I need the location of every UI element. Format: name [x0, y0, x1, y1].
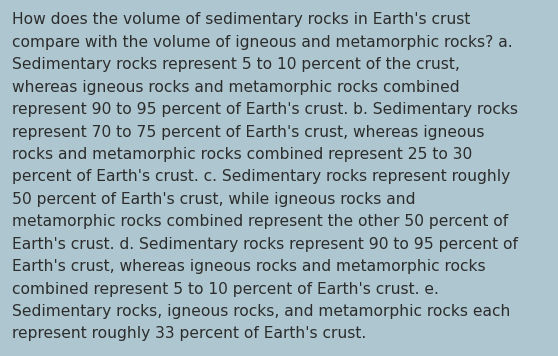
Text: represent 90 to 95 percent of Earth's crust. b. Sedimentary rocks: represent 90 to 95 percent of Earth's cr…: [12, 102, 518, 117]
Text: combined represent 5 to 10 percent of Earth's crust. e.: combined represent 5 to 10 percent of Ea…: [12, 282, 439, 297]
Text: metamorphic rocks combined represent the other 50 percent of: metamorphic rocks combined represent the…: [12, 214, 508, 229]
Text: Earth's crust, whereas igneous rocks and metamorphic rocks: Earth's crust, whereas igneous rocks and…: [12, 259, 486, 274]
Text: How does the volume of sedimentary rocks in Earth's crust: How does the volume of sedimentary rocks…: [12, 12, 470, 27]
Text: percent of Earth's crust. c. Sedimentary rocks represent roughly: percent of Earth's crust. c. Sedimentary…: [12, 169, 511, 184]
Text: Sedimentary rocks represent 5 to 10 percent of the crust,: Sedimentary rocks represent 5 to 10 perc…: [12, 57, 460, 72]
Text: compare with the volume of igneous and metamorphic rocks? a.: compare with the volume of igneous and m…: [12, 35, 513, 50]
Text: represent 70 to 75 percent of Earth's crust, whereas igneous: represent 70 to 75 percent of Earth's cr…: [12, 125, 485, 140]
Text: rocks and metamorphic rocks combined represent 25 to 30: rocks and metamorphic rocks combined rep…: [12, 147, 473, 162]
Text: Sedimentary rocks, igneous rocks, and metamorphic rocks each: Sedimentary rocks, igneous rocks, and me…: [12, 304, 511, 319]
Text: Earth's crust. d. Sedimentary rocks represent 90 to 95 percent of: Earth's crust. d. Sedimentary rocks repr…: [12, 237, 518, 252]
Text: represent roughly 33 percent of Earth's crust.: represent roughly 33 percent of Earth's …: [12, 326, 367, 341]
Text: whereas igneous rocks and metamorphic rocks combined: whereas igneous rocks and metamorphic ro…: [12, 80, 460, 95]
Text: 50 percent of Earth's crust, while igneous rocks and: 50 percent of Earth's crust, while igneo…: [12, 192, 416, 207]
